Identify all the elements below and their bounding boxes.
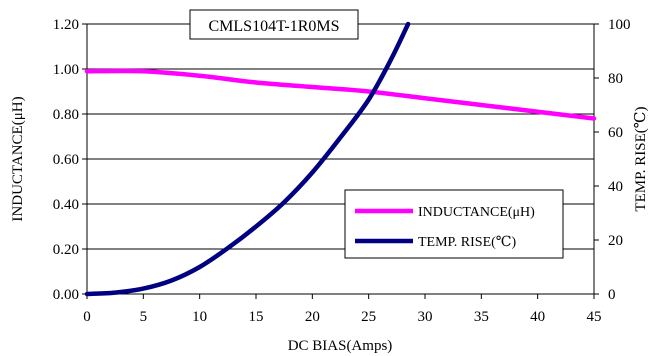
x-tick-label-5: 25 (361, 309, 376, 325)
title-box (189, 9, 359, 40)
x-tick-label-4: 20 (305, 309, 320, 325)
y-left-axis-label: INDUCTANCE(μH) (10, 96, 26, 221)
x-tick-label-3: 15 (249, 309, 264, 325)
x-tick-label-9: 45 (587, 309, 602, 325)
y-right-ticks: 0 20 40 60 80 100 (594, 17, 631, 303)
x-axis-label: DC BIAS(Amps) (288, 338, 393, 354)
legend-box (344, 189, 564, 259)
y-right-axis-label: TEMP. RISE(℃) (633, 106, 649, 211)
series-line-temp-rise (84, 21, 411, 297)
series-line-inductance (84, 68, 597, 121)
y-left-tick-label-5: 1.00 (53, 62, 79, 78)
y-right-tick-label-1: 20 (608, 233, 623, 249)
y-left-tick-label-2: 0.40 (53, 197, 79, 213)
y-right-tick-label-4: 80 (608, 71, 623, 87)
y-right-tick-label-5: 100 (608, 17, 631, 33)
chart-title-box: CMLS104T-1R0MS (189, 9, 359, 40)
chart-title: CMLS104T-1R0MS (209, 18, 340, 35)
x-tick-label-0: 0 (83, 309, 91, 325)
legend: INDUCTANCE(μH) TEMP. RISE(℃) (344, 189, 564, 259)
legend-label-temp-rise: TEMP. RISE(℃) (418, 235, 516, 250)
y-left-ticks: 0.00 0.20 0.40 0.60 0.80 1.00 1.20 (53, 17, 87, 303)
series-lines (84, 21, 597, 297)
y-left-tick-label-0: 0.00 (53, 287, 79, 303)
y-left-tick-label-1: 0.20 (53, 242, 79, 258)
y-right-tick-label-3: 60 (608, 125, 623, 141)
legend-label-inductance: INDUCTANCE(μH) (418, 205, 535, 220)
x-tick-label-1: 5 (140, 309, 148, 325)
x-ticks: 0 5 10 15 20 25 30 35 40 45 (83, 294, 602, 325)
x-tick-label-6: 30 (418, 309, 433, 325)
x-tick-label-7: 35 (474, 309, 489, 325)
y-right-tick-label-2: 40 (608, 179, 623, 195)
x-tick-label-2: 10 (192, 309, 207, 325)
y-right-tick-label-0: 0 (608, 287, 616, 303)
y-left-tick-label-3: 0.60 (53, 152, 79, 168)
y-left-tick-label-4: 0.80 (53, 107, 79, 123)
x-tick-label-8: 40 (530, 309, 545, 325)
y-left-tick-label-6: 1.20 (53, 17, 79, 33)
